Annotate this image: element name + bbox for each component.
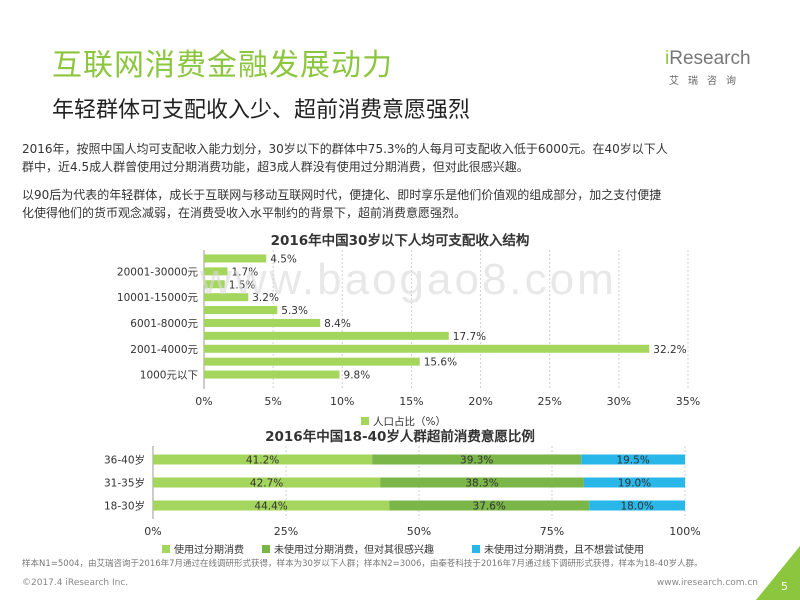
chart-2-category-label: 18-30岁 [104, 500, 145, 513]
chart-2-segment-label: 37.6% [473, 501, 506, 513]
chart-2-bar-segment [153, 500, 390, 511]
chart-1-value-label: 1.5% [229, 279, 256, 291]
chart-1-value-label: 1.7% [232, 266, 259, 278]
chart-1-bar [204, 306, 278, 315]
chart-2-bar-segment [153, 477, 381, 488]
watermark: www.baogao8.com [200, 255, 617, 304]
iresearch-logo: iResearch 艾瑞咨询 [665, 48, 765, 87]
chart-2-bar-segment [583, 477, 685, 488]
chart-1-title: 2016年中国30岁以下人均可支配收入结构 [270, 233, 530, 249]
chart-1-bar [204, 293, 249, 302]
chart-2-segment-label: 19.5% [616, 455, 649, 467]
corner-decoration [756, 546, 800, 600]
chart-1-value-label: 9.8% [344, 370, 371, 382]
chart-1-value-label: 3.2% [252, 292, 279, 304]
chart-1-x-tick-label: 0% [195, 395, 212, 408]
chart-2-legend-label: 未使用过分期消费，但对其很感兴趣 [274, 543, 434, 556]
chart-1-category-label: 10001-15000元 [117, 292, 199, 304]
chart-1-bar [204, 267, 228, 276]
chart-1-bar [204, 370, 340, 379]
chart-1-category-label: 6001-8000元 [130, 318, 198, 330]
chart-2-segment-label: 39.3% [460, 455, 493, 467]
page-title: 互联网消费金融发展动力 [52, 48, 393, 83]
chart-1-x-tick-label: 15% [399, 395, 423, 408]
chart-2-bar-segment [372, 454, 582, 465]
logo-chinese: 艾瑞咨询 [669, 76, 745, 87]
paragraph-2-line-1: 以90后为代表的年轻群体，成长于互联网与移动互联网时代，便捷化、即时享乐是他们价… [22, 188, 662, 202]
chart-2-title: 2016年中国18-40岁人群超前消费意愿比例 [265, 429, 535, 445]
chart-1-x-tick-label: 10% [330, 395, 354, 408]
chart-1-value-label: 8.4% [324, 318, 351, 330]
chart-2-category-label: 31-35岁 [104, 477, 145, 490]
chart-1-value-label: 17.7% [453, 331, 486, 343]
chart-1-x-tick-label: 35% [676, 395, 700, 408]
paragraph-1-line-2: 群中，近4.5成人群曾使用过分期消费功能，超3成人群没有使用过分期消费，但对此很… [22, 160, 529, 174]
corner-triangle [756, 546, 800, 600]
chart-2-segment-label: 42.7% [250, 478, 283, 490]
logo-brand: iResearch [665, 48, 765, 70]
chart-2-legend-label: 未使用过分期消费，且不想尝试使用 [484, 543, 644, 556]
chart-1-bar [204, 357, 420, 366]
logo-brand-rest: Research [669, 48, 751, 69]
chart-2-segment-label: 18.0% [620, 501, 653, 513]
chart-2-x-tick-label: 100% [669, 525, 700, 538]
chart-2-segment-label: 19.0% [618, 478, 651, 490]
chart-2-bar-segment [153, 454, 373, 465]
chart-1-legend-label: 人口占比（%） [373, 415, 446, 428]
page-subtitle: 年轻群体可支配收入少、超前消费意愿强烈 [52, 98, 471, 123]
chart-2-x-tick-label: 25% [274, 525, 298, 538]
chart-2-segment-label: 38.3% [465, 478, 498, 490]
chart-2-legend-swatch [162, 545, 170, 553]
chart-1-value-label: 15.6% [424, 357, 457, 369]
page-number: 5 [781, 580, 788, 593]
copyright: ©2017.4 iResearch Inc. [22, 578, 129, 588]
chart-2-x-tick-label: 75% [540, 525, 564, 538]
chart-2-legend-swatch [262, 545, 270, 553]
paragraph-2: 以90后为代表的年轻群体，成长于互联网与移动互联网时代，便捷化、即时享乐是他们价… [22, 186, 782, 222]
chart-1-bar [204, 318, 321, 327]
chart-1-value-label: 32.2% [653, 344, 686, 356]
chart-1-value-label: 5.3% [281, 305, 308, 317]
chart-2-bar-segment [380, 477, 584, 488]
chart-1-legend-swatch [361, 417, 369, 425]
chart-2-bar-segment [389, 500, 590, 511]
chart-2-bar-segment [589, 500, 685, 511]
sample-note: 样本N1=5004，由艾瑞咨询于2016年7月通过在线调研形式获得，样本为30岁… [22, 559, 703, 569]
chart-1-bar [204, 331, 449, 340]
chart-2-category-label: 36-40岁 [104, 454, 145, 467]
chart-2-x-tick-label: 0% [144, 525, 161, 538]
chart-1-value-label: 4.5% [270, 253, 297, 265]
paragraph-1: 2016年，按照中国人均可支配收入能力划分，30岁以下的群体中75.3%的人每月… [22, 140, 782, 176]
chart-1-category-label: 2001-4000元 [130, 344, 198, 356]
paragraph-1-line-1: 2016年，按照中国人均可支配收入能力划分，30岁以下的群体中75.3%的人每月… [22, 142, 668, 156]
chart-1-category-label: 1000元以下 [140, 370, 198, 382]
chart-1-bar [204, 344, 650, 353]
chart-2-segment-label: 44.4% [254, 501, 287, 513]
chart-1-x-tick-label: 5% [264, 395, 281, 408]
chart-2-legend-swatch [472, 545, 480, 553]
chart-1-category-label: 20001-30000元 [117, 266, 199, 278]
chart-1-x-tick-label: 25% [537, 395, 561, 408]
chart-1-bar [204, 280, 225, 289]
chart-2-legend-label: 使用过分期消费 [174, 543, 244, 556]
chart-2-x-tick-label: 50% [407, 525, 431, 538]
chart-1-bar [204, 254, 267, 263]
chart-2-segment-label: 41.2% [246, 455, 279, 467]
paragraph-2-line-2: 化使得他们的货币观念减弱，在消费受收入水平制约的背景下，超前消费意愿强烈。 [22, 206, 467, 220]
chart-2-bar-segment [581, 454, 685, 465]
chart-1-x-tick-label: 20% [468, 395, 492, 408]
logo-brand-i: i [665, 48, 670, 69]
chart-1-x-tick-label: 30% [607, 395, 631, 408]
footer-url[interactable]: www.iresearch.com.cn [656, 578, 758, 588]
